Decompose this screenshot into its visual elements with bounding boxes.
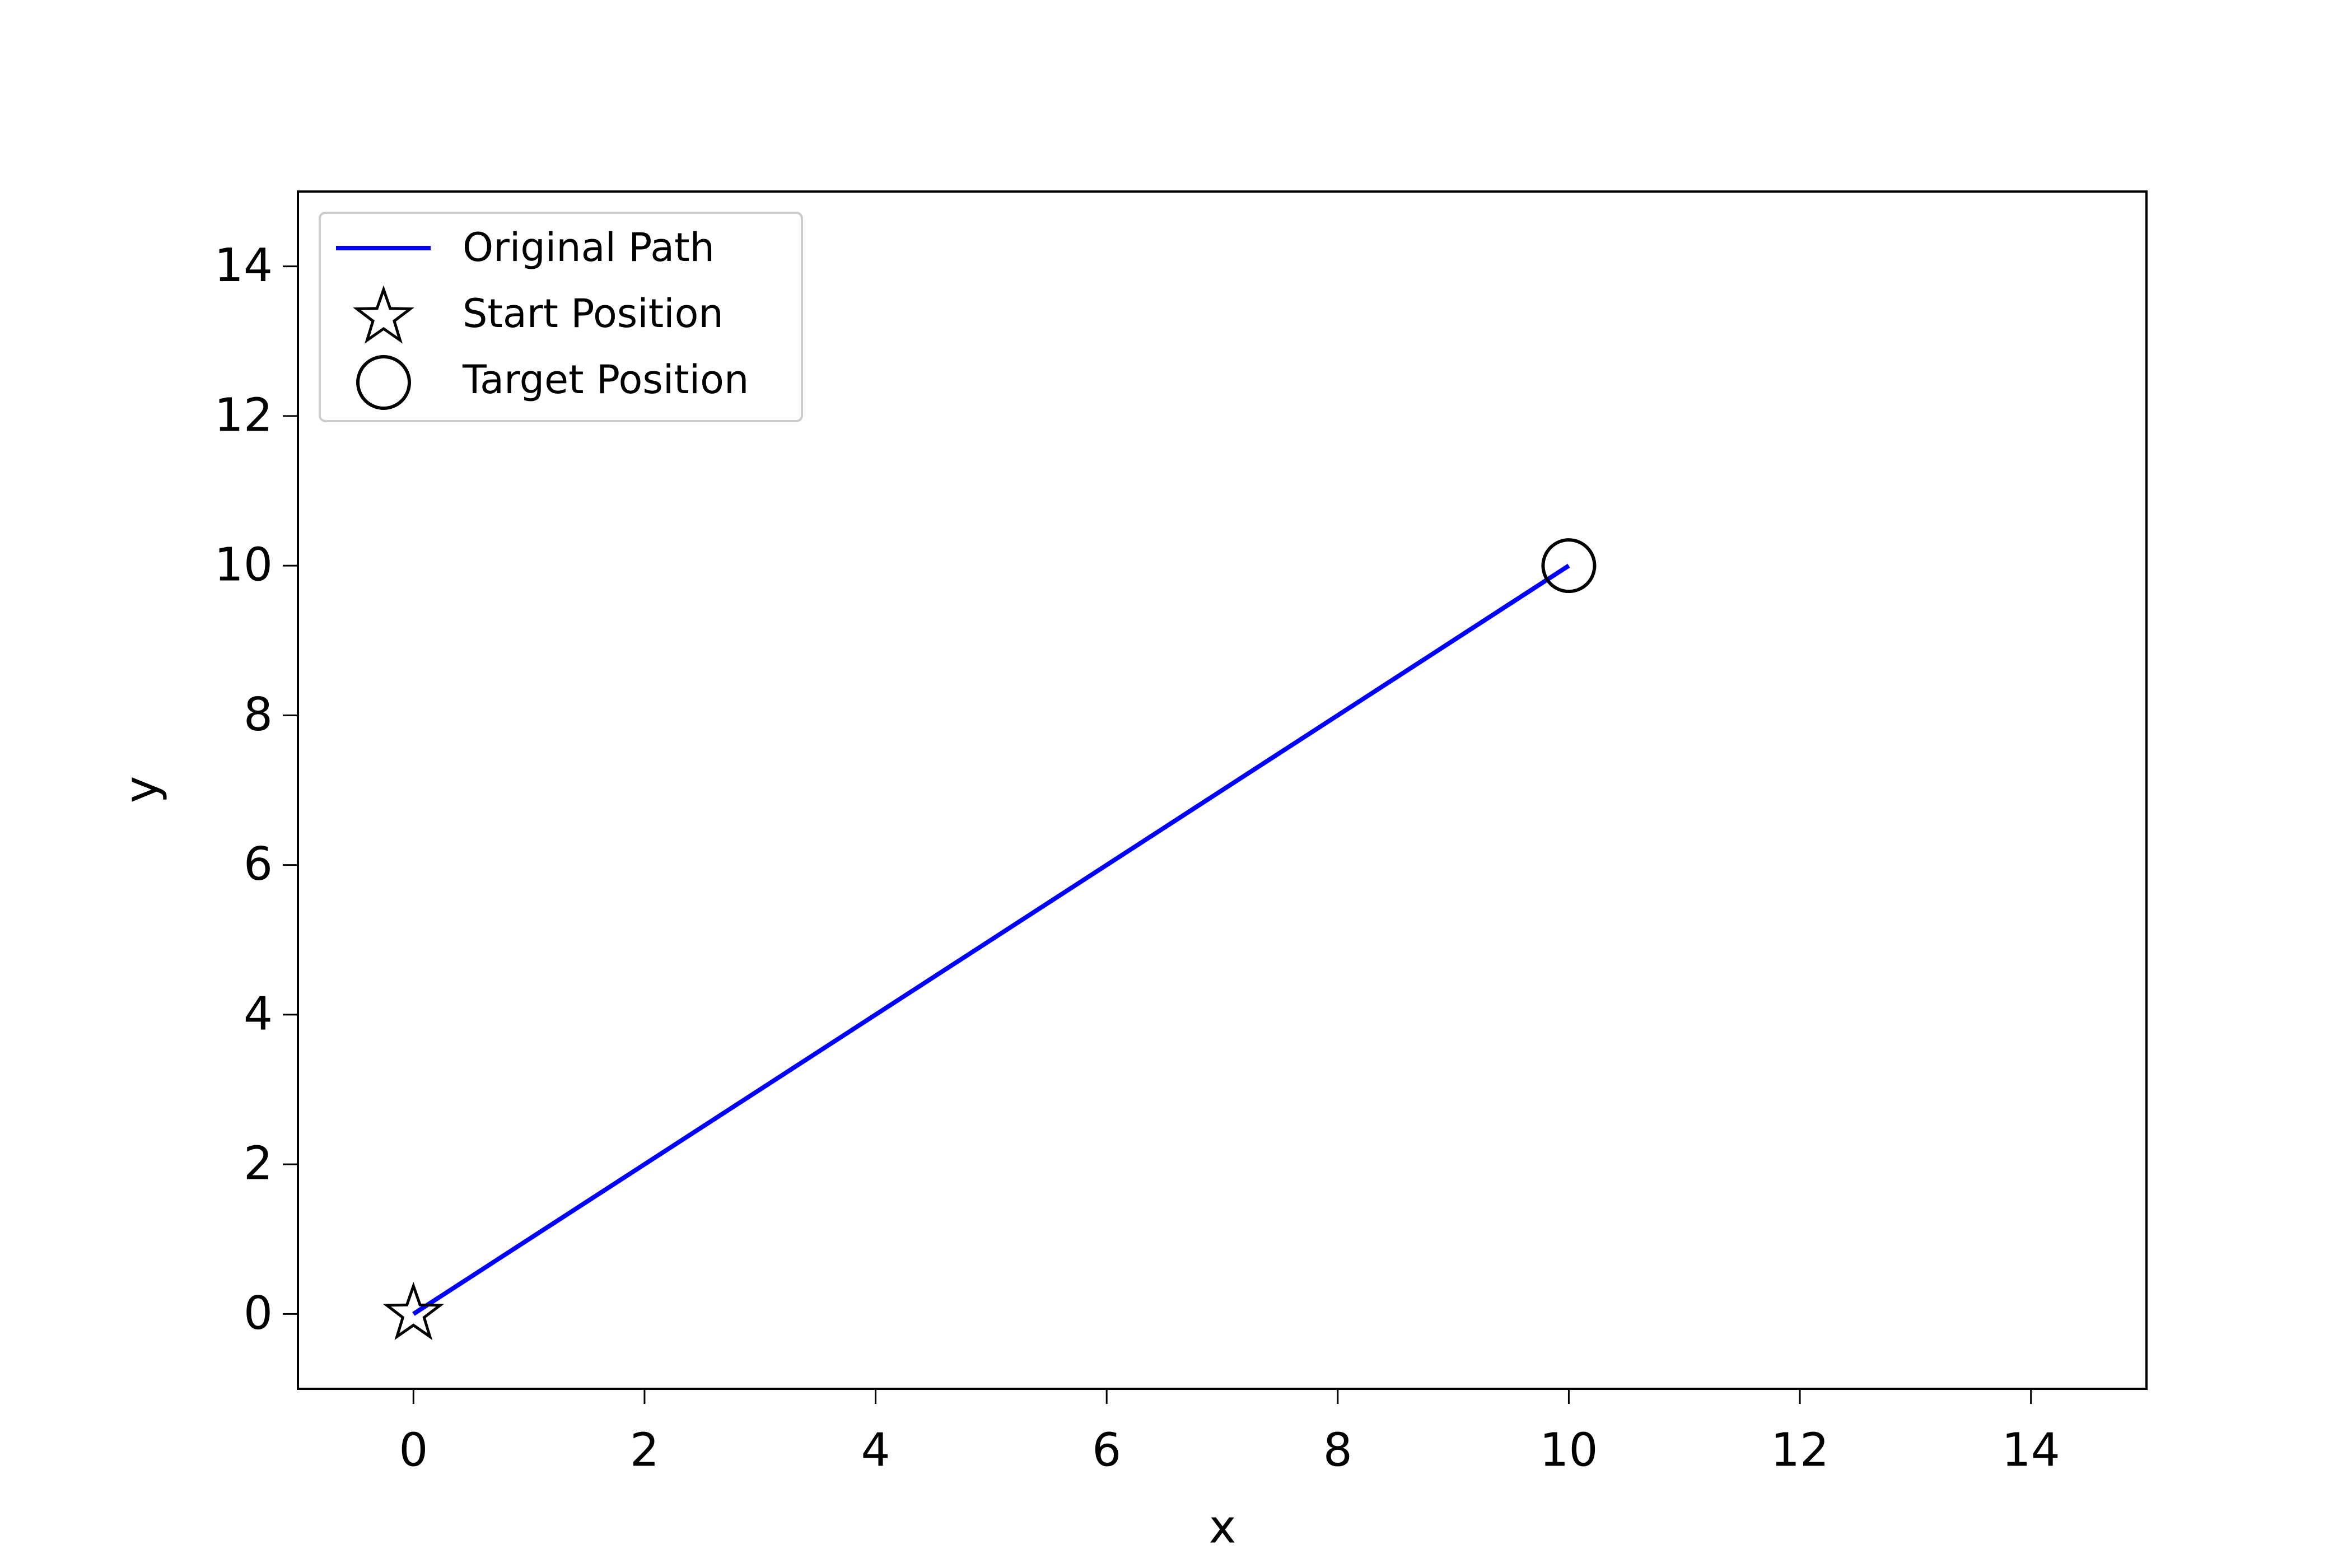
x-tick-label: 14 [2002, 1424, 2060, 1477]
y-axis-label: y [115, 776, 168, 804]
y-tick-label: 14 [214, 239, 273, 292]
x-tick-label: 10 [1539, 1424, 1598, 1477]
legend-box [319, 212, 803, 422]
y-tick-label: 6 [244, 838, 273, 891]
legend-star [353, 285, 414, 344]
path-line [412, 563, 1570, 1316]
legend-label: Target Position [462, 357, 749, 403]
target-marker [1541, 538, 1597, 594]
plot-frame [297, 190, 2148, 1390]
x-axis-label: x [1209, 1500, 1236, 1553]
x-tick-label: 4 [861, 1424, 890, 1477]
y-tick-label: 10 [214, 539, 273, 592]
x-tick-label: 12 [1771, 1424, 1829, 1477]
y-tick-label: 2 [244, 1137, 273, 1191]
legend-circle [356, 355, 411, 410]
x-tick-label: 6 [1092, 1424, 1121, 1477]
x-tick-label: 0 [399, 1424, 428, 1477]
legend-label: Start Position [463, 291, 724, 337]
y-tick-label: 12 [214, 389, 273, 442]
y-tick-label: 0 [244, 1287, 273, 1340]
x-tick-label: 8 [1323, 1424, 1352, 1477]
y-tick-label: 8 [244, 688, 273, 741]
legend-label: Original Path [463, 225, 715, 270]
x-tick-label: 2 [630, 1424, 659, 1477]
start-marker [382, 1281, 445, 1340]
y-tick-label: 4 [244, 987, 273, 1040]
